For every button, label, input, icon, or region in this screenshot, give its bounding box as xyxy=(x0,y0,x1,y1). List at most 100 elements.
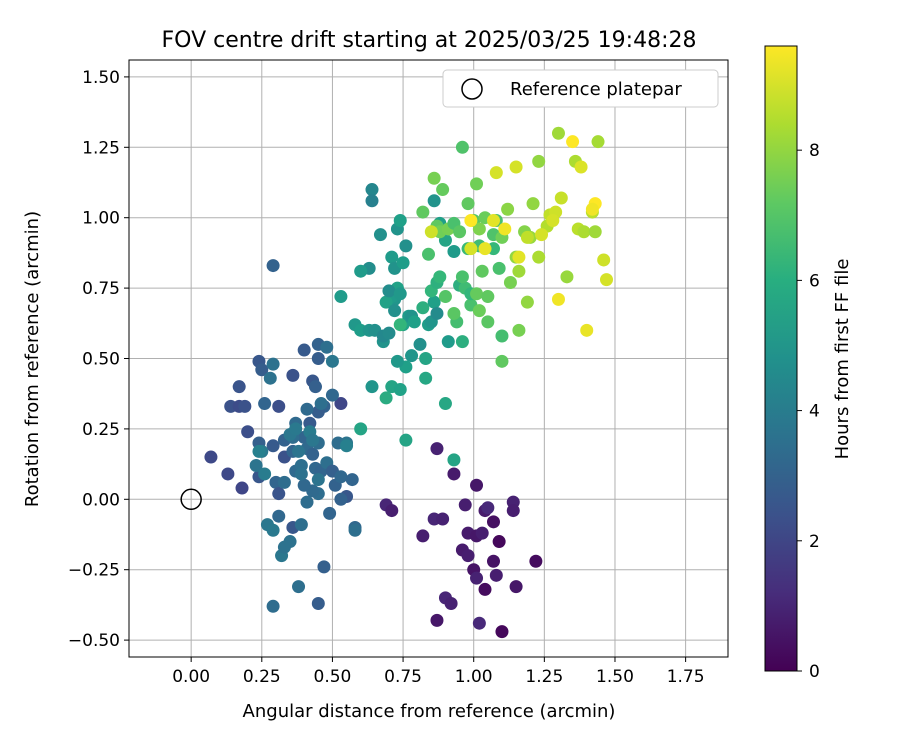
data-point xyxy=(455,335,469,349)
data-point xyxy=(385,504,399,518)
legend-marker-icon xyxy=(461,78,483,100)
y-axis-label: Rotation from reference (arcmin) xyxy=(22,211,43,507)
data-point xyxy=(405,349,419,363)
data-point xyxy=(258,397,272,411)
data-point xyxy=(365,194,379,208)
data-point xyxy=(407,315,421,329)
data-point xyxy=(512,323,526,337)
data-point xyxy=(509,580,523,594)
data-point xyxy=(334,397,348,411)
data-point xyxy=(503,275,517,289)
data-point xyxy=(334,470,348,484)
data-point xyxy=(416,205,430,219)
data-point xyxy=(308,380,322,394)
x-axis-label: Angular distance from reference (arcmin) xyxy=(243,701,616,722)
y-tick-label: −0.25 xyxy=(68,561,120,581)
data-point xyxy=(379,295,393,309)
data-point xyxy=(419,352,433,365)
x-tick-label: 0.00 xyxy=(172,667,210,687)
data-point xyxy=(348,523,362,537)
y-tick-label: 1.25 xyxy=(82,138,120,158)
data-point xyxy=(470,478,484,492)
data-point xyxy=(399,239,413,253)
y-tick-label: 0.75 xyxy=(82,279,120,299)
data-point xyxy=(277,475,291,489)
data-point xyxy=(393,287,407,301)
data-point xyxy=(393,382,407,396)
colorbar-tick-label: 2 xyxy=(809,532,820,552)
data-point xyxy=(258,467,272,481)
data-point xyxy=(373,228,387,242)
data-point xyxy=(266,523,280,537)
data-point xyxy=(345,473,359,487)
data-point xyxy=(600,273,614,287)
colorbar-ticks: 0 2 4 6 8 xyxy=(797,141,820,682)
data-point xyxy=(489,568,503,582)
data-point xyxy=(535,228,549,242)
data-point xyxy=(455,270,469,284)
data-point xyxy=(486,515,500,529)
data-point xyxy=(520,295,534,309)
x-tick-label: 0.50 xyxy=(314,667,352,687)
data-point xyxy=(266,599,280,613)
data-point xyxy=(470,287,484,301)
data-point xyxy=(300,495,314,509)
data-point xyxy=(472,222,486,236)
data-point xyxy=(470,177,484,191)
data-point xyxy=(424,225,438,239)
data-point xyxy=(266,259,280,273)
y-axis-ticks: −0.50 −0.25 0.00 0.25 0.50 0.75 1.00 1.25 1.50 xyxy=(68,68,129,651)
data-point xyxy=(283,535,297,549)
data-point xyxy=(438,290,452,304)
data-point xyxy=(385,250,399,264)
colorbar-tick-label: 6 xyxy=(809,271,820,291)
data-point xyxy=(272,509,286,523)
data-point xyxy=(580,323,594,337)
data-point xyxy=(464,214,478,228)
data-point xyxy=(292,444,306,458)
data-point xyxy=(438,397,452,411)
y-tick-label: 0.00 xyxy=(82,490,120,510)
data-points xyxy=(204,126,614,639)
data-point xyxy=(292,580,306,594)
data-point xyxy=(235,481,249,495)
data-point xyxy=(447,306,461,320)
data-point xyxy=(289,422,303,436)
y-tick-label: 0.50 xyxy=(82,350,120,370)
data-point xyxy=(461,197,475,211)
x-axis-ticks: 0.00 0.25 0.50 0.75 1.00 1.25 1.50 1.75 xyxy=(172,657,705,687)
data-point xyxy=(430,613,444,627)
data-point xyxy=(297,343,311,357)
colorbar-gradient xyxy=(764,45,798,672)
data-point xyxy=(486,554,500,568)
data-point xyxy=(427,171,441,185)
data-point xyxy=(413,337,427,351)
data-point xyxy=(512,250,526,264)
data-point xyxy=(551,292,565,306)
data-point xyxy=(311,596,325,610)
data-point xyxy=(204,450,218,464)
data-point xyxy=(311,352,325,365)
data-point xyxy=(365,380,379,394)
data-point xyxy=(444,596,458,610)
data-point xyxy=(221,467,235,481)
data-point xyxy=(481,290,495,304)
colorbar-tick-label: 0 xyxy=(809,662,820,682)
data-point xyxy=(416,301,430,315)
data-point xyxy=(430,306,444,320)
data-point xyxy=(470,571,484,585)
data-point xyxy=(354,264,368,278)
data-point xyxy=(272,487,286,501)
data-point xyxy=(509,160,523,174)
data-point xyxy=(433,270,447,284)
x-tick-label: 0.75 xyxy=(384,667,422,687)
data-point xyxy=(486,214,500,228)
data-point xyxy=(241,425,255,439)
y-tick-label: −0.50 xyxy=(68,631,120,651)
legend: Reference platepar xyxy=(442,69,719,108)
colorbar-tick-label: 8 xyxy=(809,141,820,161)
data-point xyxy=(325,354,339,368)
data-point xyxy=(453,225,467,239)
data-point xyxy=(577,225,591,239)
data-point xyxy=(447,453,461,467)
